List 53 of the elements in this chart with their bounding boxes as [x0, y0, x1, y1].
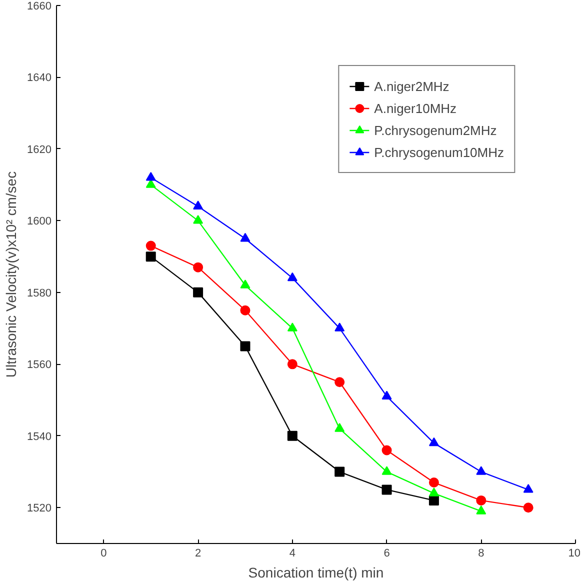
point — [287, 430, 298, 441]
point — [523, 484, 534, 493]
x-tick-label: 6 — [384, 548, 390, 560]
point — [382, 445, 392, 456]
legend-label: A.niger2MHz — [374, 78, 450, 94]
x-tick-label: 10 — [568, 548, 581, 560]
point — [428, 495, 439, 506]
y-tick-label: 1540 — [27, 430, 52, 443]
point — [523, 502, 534, 513]
point — [476, 506, 486, 514]
point — [146, 179, 156, 188]
point — [287, 359, 298, 370]
point — [334, 423, 345, 432]
y-tick-label: 1620 — [27, 144, 52, 156]
point — [240, 305, 250, 316]
point — [428, 437, 439, 446]
point — [287, 322, 298, 332]
point — [193, 215, 204, 224]
point — [146, 252, 156, 262]
point — [382, 466, 392, 475]
y-tick-label: 1520 — [27, 502, 52, 515]
y-tick-label: 1560 — [27, 359, 52, 372]
point — [334, 377, 345, 388]
point — [428, 478, 439, 488]
point — [382, 390, 392, 400]
point — [146, 240, 156, 251]
point — [334, 466, 345, 477]
point — [146, 172, 156, 181]
legend-label: P.chrysogenum2MHz — [374, 122, 497, 138]
legend-label: A.niger10MHz — [374, 100, 457, 116]
y-tick-label: 1640 — [27, 72, 52, 84]
x-tick-label: 8 — [478, 548, 484, 560]
x-axis-title: Sonication time(t) min — [248, 564, 384, 580]
point — [287, 272, 298, 282]
point — [193, 287, 204, 298]
point — [240, 341, 250, 352]
x-tick-label: 4 — [289, 548, 296, 560]
x-tick-label: 0 — [100, 548, 107, 560]
y-tick-label: 1580 — [27, 287, 52, 300]
point — [476, 466, 486, 475]
y-axis-title: Ultrasonic Velocity(v)x10² cm/sec — [3, 171, 20, 378]
point — [193, 262, 204, 272]
point — [240, 232, 250, 242]
point — [428, 488, 439, 496]
point — [476, 495, 486, 506]
x-tick-label: 2 — [194, 548, 202, 560]
y-tick-label: 1660 — [27, 0, 52, 12]
point — [193, 200, 204, 210]
point — [240, 280, 250, 288]
legend-label: P.chrysogenum10MHz — [374, 144, 504, 160]
point — [334, 322, 345, 332]
point — [382, 484, 392, 495]
y-tick-label: 1600 — [27, 216, 52, 228]
